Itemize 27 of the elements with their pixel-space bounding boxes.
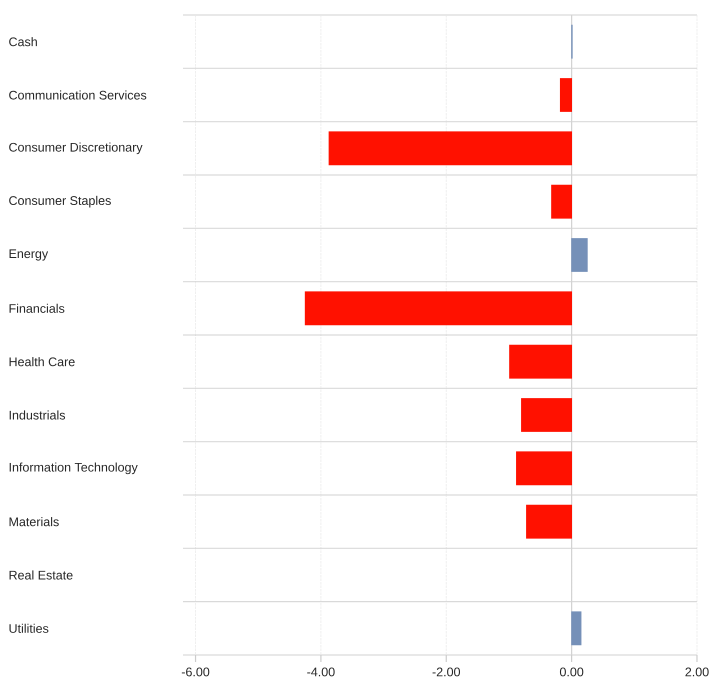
y-tick-label: Consumer Discretionary — [9, 142, 143, 154]
y-tick-label: Financials — [10, 304, 64, 313]
bar — [328, 131, 572, 166]
y-tick-label: Industrials — [10, 410, 66, 420]
y-tick-label: Energy — [10, 249, 48, 261]
bar — [560, 78, 572, 112]
bar — [571, 238, 588, 272]
x-tick-label: -6.00 — [182, 668, 210, 676]
bar — [509, 344, 572, 379]
x-tick-label: 0.00 — [560, 668, 584, 676]
y-tick-label: Health Care — [10, 357, 75, 366]
y-tick-label: Information Technology — [10, 462, 138, 474]
bar — [516, 451, 572, 486]
x-tick-label: -2.00 — [432, 668, 460, 676]
x-tick-label: -4.00 — [307, 668, 335, 676]
bar — [521, 398, 572, 432]
y-tick-label: Cash — [9, 37, 37, 46]
y-tick-label: Consumer Staples — [9, 196, 111, 208]
y-tick-label: Communication Services — [9, 90, 146, 100]
y-tick-label: Real Estate — [10, 570, 73, 580]
y-tick-label: Materials — [10, 517, 59, 526]
x-tick-label: 2.00 — [685, 668, 709, 676]
bar — [551, 184, 572, 219]
bar — [571, 611, 582, 646]
y-tick-label: Utilities — [9, 624, 48, 633]
bar — [304, 291, 572, 326]
bar — [526, 504, 572, 539]
